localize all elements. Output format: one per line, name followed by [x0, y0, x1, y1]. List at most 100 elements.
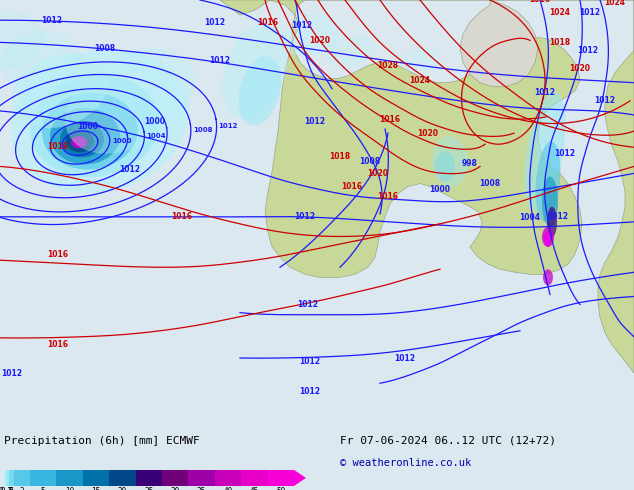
Bar: [215, 470, 241, 486]
Polygon shape: [460, 0, 538, 87]
Text: 1012: 1012: [292, 21, 313, 30]
Text: 25: 25: [144, 487, 153, 490]
Text: 0.5: 0.5: [1, 487, 15, 490]
Text: 1016: 1016: [172, 212, 193, 221]
Text: 2: 2: [20, 487, 24, 490]
Text: 1012: 1012: [578, 46, 598, 55]
Text: 1012: 1012: [304, 117, 325, 125]
Text: 1016: 1016: [257, 18, 278, 26]
Ellipse shape: [42, 93, 138, 170]
Bar: [4, 470, 6, 486]
Text: 1004: 1004: [519, 213, 541, 222]
Text: © weatheronline.co.uk: © weatheronline.co.uk: [340, 458, 471, 468]
Text: 1012: 1012: [299, 387, 321, 396]
Text: 0.1: 0.1: [0, 487, 12, 490]
Ellipse shape: [432, 136, 468, 187]
Text: 1000: 1000: [145, 117, 165, 125]
Text: 1016: 1016: [342, 182, 363, 191]
Ellipse shape: [50, 108, 120, 164]
Ellipse shape: [0, 10, 45, 71]
Bar: [136, 470, 162, 486]
Text: 1012: 1012: [41, 16, 63, 24]
Polygon shape: [294, 470, 306, 486]
Bar: [109, 470, 136, 486]
Bar: [30, 470, 56, 486]
Bar: [9, 470, 14, 486]
Text: 998: 998: [462, 159, 478, 168]
Text: 1012: 1012: [299, 357, 321, 366]
Ellipse shape: [60, 121, 104, 157]
Text: Precipitation (6h) [mm] ECMWF: Precipitation (6h) [mm] ECMWF: [4, 436, 200, 446]
Text: 1012: 1012: [297, 300, 318, 309]
Text: 1016: 1016: [529, 0, 550, 4]
Text: 20: 20: [118, 487, 127, 490]
Text: 1012: 1012: [295, 212, 316, 221]
Bar: [14, 470, 30, 486]
Ellipse shape: [281, 14, 339, 56]
Ellipse shape: [543, 270, 553, 285]
Text: 1008: 1008: [479, 179, 501, 188]
Text: 1016: 1016: [377, 192, 399, 201]
Ellipse shape: [65, 48, 195, 154]
Text: 1012: 1012: [119, 165, 141, 174]
Ellipse shape: [544, 232, 552, 246]
Text: 1016: 1016: [48, 249, 68, 259]
Text: 1012: 1012: [534, 88, 555, 98]
Ellipse shape: [222, 22, 288, 119]
Bar: [56, 470, 82, 486]
Ellipse shape: [435, 151, 455, 181]
Bar: [6, 470, 9, 486]
Text: 1012: 1012: [579, 8, 600, 17]
Ellipse shape: [11, 53, 108, 128]
Polygon shape: [220, 0, 634, 373]
Text: 1028: 1028: [377, 61, 399, 70]
Text: Fr 07-06-2024 06..12 UTC (12+72): Fr 07-06-2024 06..12 UTC (12+72): [340, 436, 556, 446]
Bar: [162, 470, 188, 486]
Text: 35: 35: [197, 487, 206, 490]
Text: 1020: 1020: [368, 169, 389, 178]
Text: 1020: 1020: [569, 64, 590, 73]
Text: 1024: 1024: [410, 76, 430, 85]
Text: 1008: 1008: [359, 157, 380, 166]
Text: 1012: 1012: [209, 56, 231, 65]
Text: 1016: 1016: [48, 142, 68, 151]
Ellipse shape: [542, 176, 558, 227]
Ellipse shape: [542, 227, 554, 247]
Text: 45: 45: [250, 487, 259, 490]
Text: 1012: 1012: [1, 368, 22, 378]
Ellipse shape: [30, 75, 160, 177]
Ellipse shape: [536, 141, 560, 222]
Text: 1016: 1016: [380, 115, 401, 123]
Text: 40: 40: [223, 487, 233, 490]
Text: 10: 10: [65, 487, 74, 490]
Text: 1012: 1012: [555, 149, 576, 158]
Ellipse shape: [66, 130, 94, 152]
Text: 1018: 1018: [550, 38, 571, 47]
Text: 5: 5: [41, 487, 46, 490]
Text: 30: 30: [171, 487, 180, 490]
Ellipse shape: [238, 56, 281, 125]
Bar: [82, 470, 109, 486]
Text: 15: 15: [91, 487, 101, 490]
Text: 1018: 1018: [330, 152, 351, 161]
Bar: [268, 470, 294, 486]
Text: 1024: 1024: [550, 8, 571, 17]
Text: 1004: 1004: [146, 133, 166, 139]
Text: 1016: 1016: [48, 341, 68, 349]
Ellipse shape: [524, 92, 566, 211]
Bar: [188, 470, 215, 486]
Text: 1024: 1024: [604, 0, 626, 6]
Text: 1012: 1012: [595, 97, 616, 105]
Ellipse shape: [547, 207, 557, 237]
Ellipse shape: [325, 35, 375, 66]
Ellipse shape: [11, 49, 189, 193]
Text: 1012: 1012: [219, 123, 238, 129]
Ellipse shape: [0, 30, 80, 91]
Ellipse shape: [400, 49, 440, 73]
Text: 1008: 1008: [193, 127, 212, 133]
Text: 1000: 1000: [112, 138, 131, 144]
Text: 1012: 1012: [205, 18, 226, 26]
Text: 50: 50: [276, 487, 285, 490]
Text: 1: 1: [9, 487, 14, 490]
Text: 1012: 1012: [548, 212, 569, 221]
